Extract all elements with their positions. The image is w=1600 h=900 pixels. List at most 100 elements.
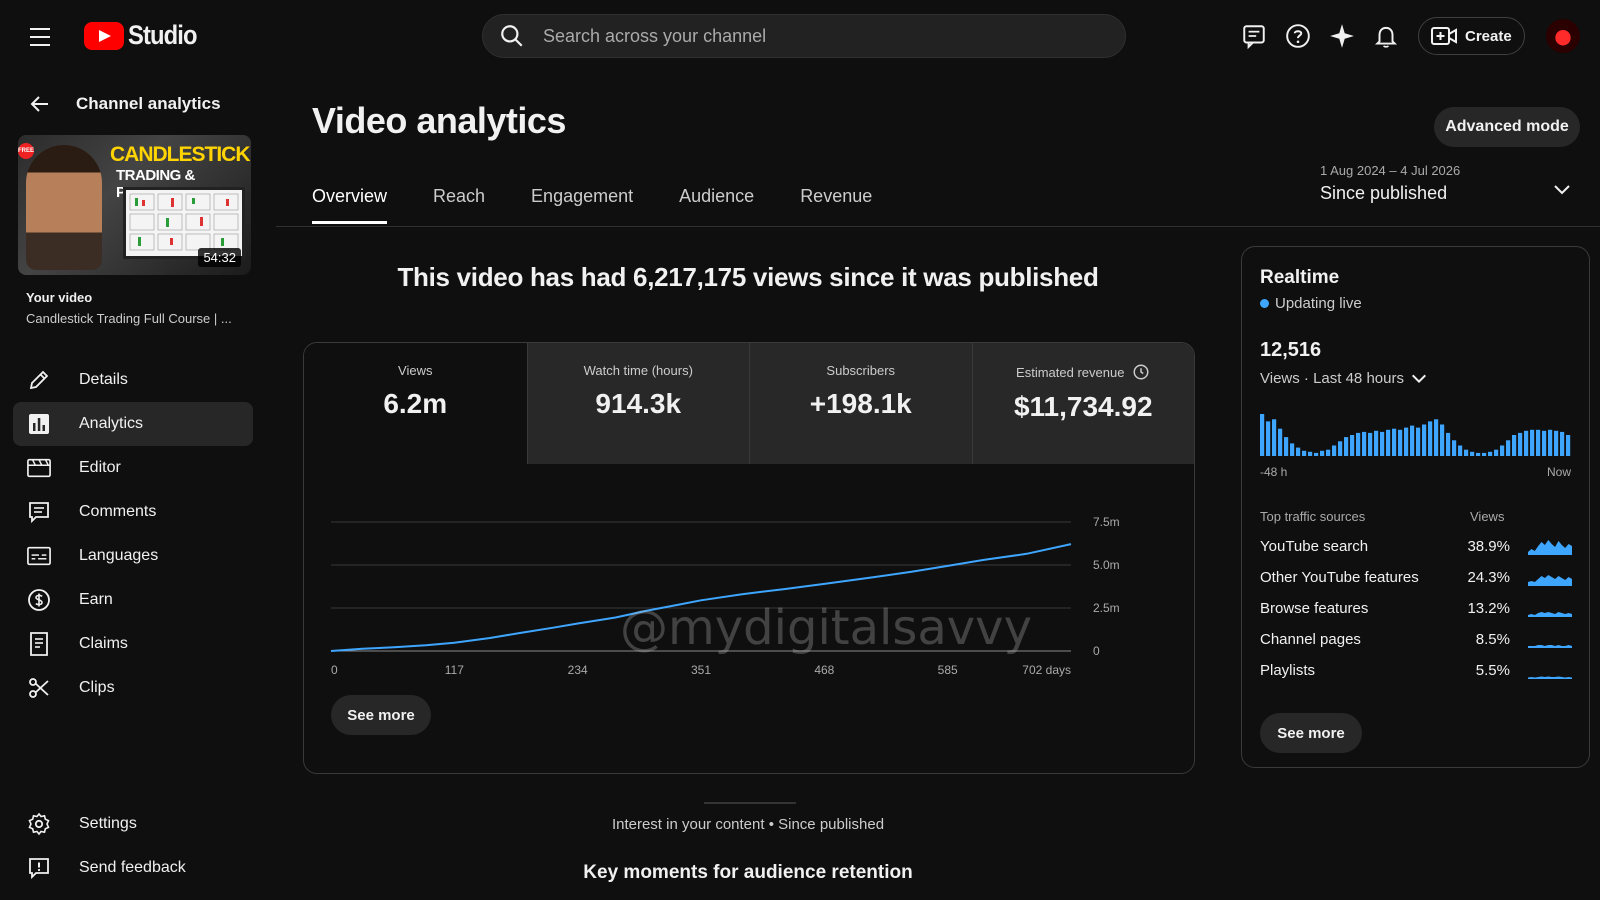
- realtime-bar: [1476, 452, 1481, 456]
- video-thumbnail[interactable]: CANDLESTICK TRADING & PATTERN FREE 54:32: [18, 135, 251, 275]
- realtime-see-more-button[interactable]: See more: [1260, 713, 1362, 753]
- realtime-bar: [1362, 431, 1367, 456]
- realtime-bar: [1524, 430, 1529, 456]
- metric-label: Estimated revenue: [1016, 364, 1125, 380]
- date-range-label: Since published: [1320, 183, 1448, 203]
- create-label: Create: [1465, 27, 1512, 45]
- realtime-bar: [1434, 419, 1439, 456]
- realtime-bar: [1542, 430, 1547, 456]
- sidebar-item-claims[interactable]: Claims: [13, 622, 253, 666]
- traffic-source-percent: 13.2%: [1467, 599, 1510, 617]
- realtime-card: Realtime Updating live 12,516 Views · La…: [1241, 246, 1590, 768]
- gear-icon: [27, 812, 51, 836]
- views-headline: This video has had 6,217,175 views since…: [397, 262, 1099, 292]
- traffic-source-row: Channel pages 8.5%: [1260, 624, 1572, 654]
- realtime-bar: [1410, 425, 1415, 456]
- metric-label: Views: [398, 363, 433, 378]
- back-label: Channel analytics: [76, 94, 221, 113]
- free-badge: FREE: [18, 143, 34, 159]
- views-series-line: [330, 543, 1072, 652]
- analytics-icon: [27, 412, 51, 436]
- realtime-bar: [1452, 440, 1457, 456]
- tab-revenue[interactable]: Revenue: [800, 186, 873, 206]
- realtime-period-label: Views · Last 48 hours: [1260, 369, 1404, 387]
- live-status: Updating live: [1260, 295, 1362, 312]
- feedback-icon: [27, 856, 51, 880]
- logo-text: Studio: [128, 20, 198, 50]
- sidebar-item-clips[interactable]: Clips: [13, 666, 253, 710]
- sidebar-item-settings[interactable]: Settings: [13, 802, 253, 846]
- thumbnail-chart-screen: [123, 187, 245, 259]
- sidebar-item-editor[interactable]: Editor: [13, 446, 253, 490]
- date-range-selector[interactable]: 1 Aug 2024 – 4 Jul 2026 Since published: [1320, 163, 1580, 213]
- search-bar[interactable]: [482, 14, 1126, 58]
- realtime-period-selector[interactable]: Views · Last 48 hours: [1260, 369, 1428, 387]
- realtime-bar: [1398, 429, 1403, 456]
- top-bar: Studio Create: [0, 0, 1600, 72]
- sparkle-icon[interactable]: [1328, 22, 1356, 50]
- watermark: @mydigitalsavvy: [620, 600, 1032, 656]
- section-divider: [704, 802, 796, 804]
- avatar[interactable]: [1546, 19, 1580, 53]
- realtime-bar: [1308, 451, 1313, 456]
- metric-value: $11,734.92: [1013, 391, 1153, 422]
- create-button[interactable]: Create: [1418, 17, 1525, 55]
- advanced-mode-button[interactable]: Advanced mode: [1434, 107, 1580, 147]
- live-label: Updating live: [1275, 295, 1362, 312]
- studio-logo[interactable]: Studio: [84, 20, 206, 51]
- sidebar-item-label: Details: [79, 371, 128, 388]
- realtime-bar: [1284, 437, 1289, 456]
- realtime-bar: [1560, 431, 1565, 456]
- search-input[interactable]: [543, 25, 1063, 47]
- realtime-bar: [1482, 452, 1487, 456]
- thumbnail-title-line1: CANDLESTICK: [110, 143, 250, 166]
- realtime-bar: [1302, 450, 1307, 456]
- x-tick-label: 117: [445, 663, 464, 677]
- sidebar-item-send-feedback[interactable]: Send feedback: [13, 846, 253, 890]
- sidebar-item-earn[interactable]: Earn: [13, 578, 253, 622]
- realtime-bar: [1260, 414, 1265, 456]
- sidebar-item-details[interactable]: Details: [13, 358, 253, 402]
- traffic-sources-header: Top traffic sources: [1260, 509, 1366, 524]
- metric-estimated-revenue[interactable]: Estimated revenue $11,734.92: [971, 343, 1194, 464]
- traffic-source-row: Playlists 5.5%: [1260, 655, 1572, 685]
- sidebar-item-languages[interactable]: Languages: [13, 534, 253, 578]
- metric-watch-time[interactable]: Watch time (hours) 914.3k: [526, 343, 749, 464]
- x-tick-label: 234: [568, 663, 588, 677]
- realtime-bar: [1488, 451, 1493, 456]
- help-icon[interactable]: [1284, 22, 1312, 50]
- traffic-source-name: Browse features: [1260, 599, 1369, 617]
- back-arrow-icon: [30, 96, 48, 112]
- tab-overview[interactable]: Overview: [312, 186, 388, 224]
- traffic-source-name: Playlists: [1260, 661, 1316, 679]
- feedback-chat-icon[interactable]: [1240, 22, 1268, 50]
- metric-subscribers[interactable]: Subscribers +198.1k: [749, 343, 972, 464]
- realtime-bar: [1428, 421, 1433, 456]
- claims-icon: [27, 632, 51, 656]
- video-add-icon: [1431, 27, 1457, 45]
- tab-engagement[interactable]: Engagement: [531, 186, 634, 206]
- notifications-bell-icon[interactable]: [1372, 22, 1400, 50]
- back-to-channel-analytics[interactable]: Channel analytics: [28, 92, 221, 116]
- realtime-bar: [1374, 430, 1379, 456]
- see-more-button[interactable]: See more: [331, 695, 431, 735]
- video-duration: 54:32: [198, 248, 241, 267]
- sidebar-item-comments[interactable]: Comments: [13, 490, 253, 534]
- youtube-play-icon: [84, 21, 124, 50]
- realtime-bar: [1566, 435, 1571, 456]
- realtime-bar: [1380, 431, 1385, 456]
- traffic-source-row: YouTube search 38.9%: [1260, 531, 1572, 561]
- menu-icon[interactable]: [28, 24, 56, 48]
- realtime-bar: [1350, 435, 1355, 456]
- sidebar-item-label: Editor: [79, 459, 121, 476]
- traffic-source-name: Other YouTube features: [1260, 568, 1419, 586]
- realtime-bar: [1500, 445, 1505, 456]
- metric-value: +198.1k: [809, 388, 912, 419]
- metric-views[interactable]: Views 6.2m: [304, 343, 527, 464]
- tabs-divider: [276, 226, 1600, 227]
- tab-audience[interactable]: Audience: [679, 186, 755, 206]
- tab-reach[interactable]: Reach: [433, 186, 486, 206]
- realtime-bar: [1446, 432, 1451, 456]
- sidebar-item-analytics[interactable]: Analytics: [13, 402, 253, 446]
- video-title[interactable]: Candlestick Trading Full Course | ...: [26, 311, 232, 326]
